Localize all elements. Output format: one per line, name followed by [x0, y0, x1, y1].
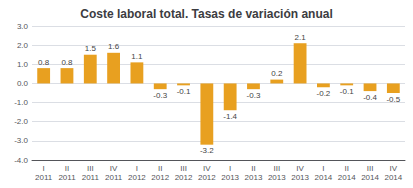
svg-text:2013: 2013: [291, 173, 309, 182]
svg-text:0.2: 0.2: [271, 69, 283, 78]
svg-text:-0.3: -0.3: [247, 91, 261, 100]
svg-text:-2.0: -2.0: [14, 117, 28, 126]
svg-text:2.1: 2.1: [295, 33, 307, 42]
svg-text:-1.4: -1.4: [223, 112, 237, 121]
svg-text:-0.1: -0.1: [177, 87, 191, 96]
svg-text:II: II: [251, 164, 255, 173]
svg-text:1.6: 1.6: [108, 42, 120, 51]
svg-text:1.1: 1.1: [131, 52, 143, 61]
svg-text:3.0: 3.0: [17, 22, 29, 31]
svg-text:2014: 2014: [338, 173, 356, 182]
svg-text:-0.1: -0.1: [340, 87, 354, 96]
svg-text:II: II: [344, 164, 348, 173]
svg-text:1.5: 1.5: [85, 44, 97, 53]
svg-text:1.0: 1.0: [17, 60, 29, 69]
svg-text:2014: 2014: [384, 173, 402, 182]
svg-text:0.0: 0.0: [17, 79, 29, 88]
svg-text:-3.2: -3.2: [200, 146, 214, 155]
svg-text:-0.5: -0.5: [386, 95, 400, 104]
svg-text:2011: 2011: [58, 173, 76, 182]
svg-text:2011: 2011: [105, 173, 123, 182]
svg-text:-1.0: -1.0: [14, 98, 28, 107]
svg-text:III: III: [273, 164, 280, 173]
svg-text:IV: IV: [296, 164, 304, 173]
svg-text:-4.0: -4.0: [14, 156, 28, 165]
svg-text:2012: 2012: [128, 173, 146, 182]
svg-text:0.8: 0.8: [61, 58, 73, 67]
svg-text:-0.2: -0.2: [317, 89, 331, 98]
svg-text:-3.0: -3.0: [14, 136, 28, 145]
svg-text:2014: 2014: [361, 173, 379, 182]
svg-text:2012: 2012: [198, 173, 216, 182]
svg-text:2013: 2013: [221, 173, 239, 182]
svg-text:2.0: 2.0: [17, 41, 29, 50]
svg-text:I: I: [322, 164, 324, 173]
svg-text:I: I: [43, 164, 45, 173]
svg-text:2011: 2011: [82, 173, 100, 182]
svg-text:2013: 2013: [268, 173, 286, 182]
svg-text:IV: IV: [110, 164, 118, 173]
svg-text:IV: IV: [203, 164, 211, 173]
svg-text:0.8: 0.8: [38, 58, 50, 67]
svg-text:III: III: [180, 164, 187, 173]
svg-text:2014: 2014: [315, 173, 333, 182]
svg-text:I: I: [229, 164, 231, 173]
svg-text:-0.3: -0.3: [153, 91, 167, 100]
svg-text:2012: 2012: [175, 173, 193, 182]
svg-text:I: I: [136, 164, 138, 173]
svg-text:IV: IV: [390, 164, 398, 173]
svg-text:III: III: [367, 164, 374, 173]
svg-text:2013: 2013: [245, 173, 263, 182]
svg-text:Coste laboral total. Tasas de: Coste laboral total. Tasas de variación …: [80, 7, 333, 21]
svg-text:2011: 2011: [35, 173, 53, 182]
svg-text:-0.4: -0.4: [363, 93, 377, 102]
svg-text:II: II: [65, 164, 69, 173]
svg-text:II: II: [158, 164, 162, 173]
svg-text:III: III: [87, 164, 94, 173]
svg-text:2012: 2012: [151, 173, 169, 182]
